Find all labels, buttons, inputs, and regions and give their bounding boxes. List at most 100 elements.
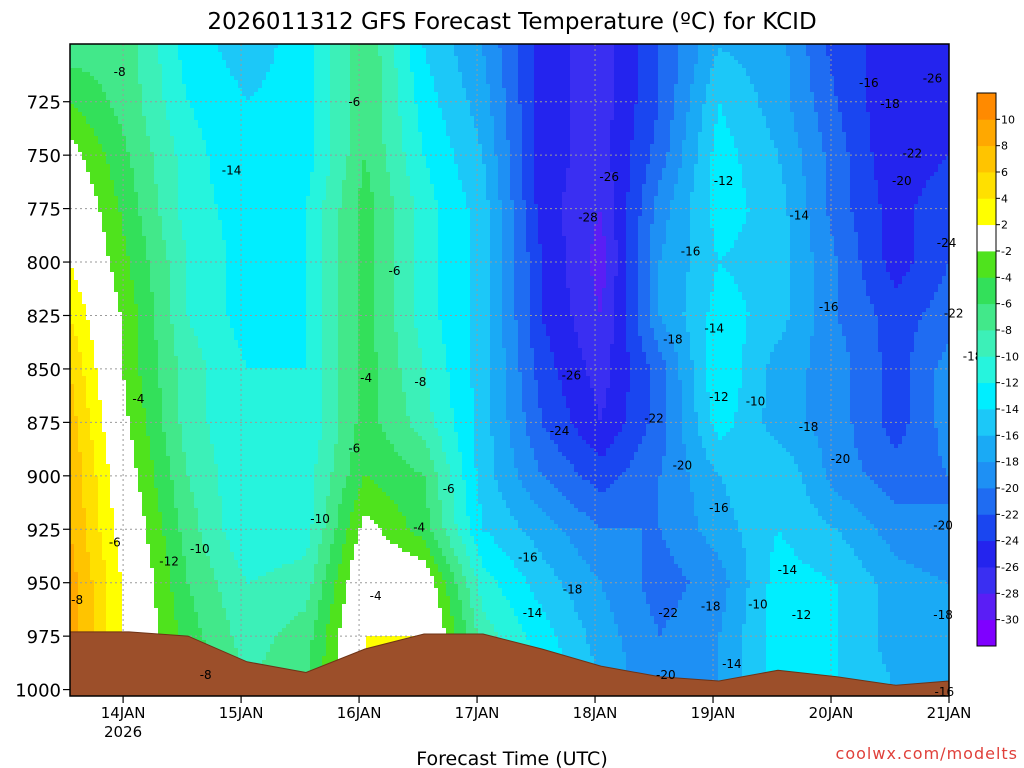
temperature-cell xyxy=(334,48,338,52)
temperature-cell xyxy=(242,84,246,88)
temperature-cell xyxy=(430,96,434,100)
temperature-cell xyxy=(718,88,722,92)
temperature-cell xyxy=(126,88,130,92)
temperature-cell xyxy=(158,72,162,76)
temperature-cell xyxy=(422,96,426,100)
temperature-cell xyxy=(434,96,438,100)
temperature-cell xyxy=(310,96,314,100)
temperature-cell xyxy=(278,68,282,72)
temperature-cell xyxy=(542,76,546,80)
temperature-cell xyxy=(514,76,518,80)
temperature-cell xyxy=(742,76,746,80)
temperature-cell xyxy=(306,96,310,100)
temperature-cell xyxy=(670,76,674,80)
temperature-cell xyxy=(726,56,730,60)
temperature-cell xyxy=(378,72,382,76)
temperature-cell xyxy=(742,68,746,72)
temperature-cell xyxy=(506,68,510,72)
temperature-cell xyxy=(638,52,642,56)
temperature-cell xyxy=(578,84,582,88)
temperature-cell xyxy=(570,88,574,92)
temperature-cell xyxy=(346,76,350,80)
temperature-cell xyxy=(466,92,470,96)
temperature-cell xyxy=(78,48,82,52)
temperature-cell xyxy=(602,48,606,52)
temperature-cell xyxy=(722,72,726,76)
temperature-cell xyxy=(282,52,286,56)
temperature-cell xyxy=(494,68,498,72)
temperature-cell xyxy=(154,84,158,88)
temperature-cell xyxy=(130,80,134,84)
temperature-cell xyxy=(790,96,794,100)
temperature-cell xyxy=(282,76,286,80)
temperature-cell xyxy=(926,60,930,64)
temperature-cell xyxy=(346,60,350,64)
temperature-cell xyxy=(814,96,818,100)
temperature-cell xyxy=(142,88,146,92)
temperature-cell xyxy=(882,92,886,96)
temperature-cell xyxy=(670,56,674,60)
temperature-cell xyxy=(890,68,894,72)
temperature-cell xyxy=(834,76,838,80)
temperature-cell xyxy=(214,84,218,88)
temperature-cell xyxy=(586,88,590,92)
temperature-cell xyxy=(698,68,702,72)
temperature-cell xyxy=(306,72,310,76)
temperature-cell xyxy=(890,88,894,92)
temperature-cell xyxy=(942,72,946,76)
temperature-cell xyxy=(326,64,330,68)
temperature-cell xyxy=(166,48,170,52)
temperature-cell xyxy=(430,56,434,60)
temperature-cell xyxy=(242,64,246,68)
temperature-cell xyxy=(870,96,874,100)
temperature-cell xyxy=(658,76,662,80)
temperature-cell xyxy=(258,76,262,80)
temperature-cell xyxy=(118,96,122,100)
temperature-cell xyxy=(394,56,398,60)
temperature-cell xyxy=(530,76,534,80)
temperature-cell xyxy=(526,80,530,84)
temperature-cell xyxy=(374,64,378,68)
temperature-cell xyxy=(326,88,330,92)
temperature-cell xyxy=(494,88,498,92)
temperature-cell xyxy=(554,56,558,60)
temperature-cell xyxy=(90,84,94,88)
temperature-cell xyxy=(334,72,338,76)
temperature-cell xyxy=(890,72,894,76)
temperature-cell xyxy=(274,92,278,96)
temperature-cell xyxy=(498,76,502,80)
temperature-cell xyxy=(322,92,326,96)
temperature-cell xyxy=(618,56,622,60)
temperature-cell xyxy=(510,88,514,92)
temperature-cell xyxy=(302,96,306,100)
temperature-cell xyxy=(718,84,722,88)
temperature-cell xyxy=(570,92,574,96)
temperature-cell xyxy=(214,52,218,56)
temperature-cell xyxy=(654,92,658,96)
temperature-cell xyxy=(454,92,458,96)
temperature-cell xyxy=(918,56,922,60)
temperature-cell xyxy=(106,92,110,96)
temperature-cell xyxy=(690,76,694,80)
temperature-cell xyxy=(298,52,302,56)
temperature-cell xyxy=(334,92,338,96)
temperature-cell xyxy=(842,56,846,60)
temperature-cell xyxy=(826,96,830,100)
temperature-cell xyxy=(742,84,746,88)
temperature-cell xyxy=(534,64,538,68)
temperature-cell xyxy=(266,92,270,96)
temperature-cell xyxy=(298,48,302,52)
temperature-cell xyxy=(698,48,702,52)
temperature-cell xyxy=(802,48,806,52)
temperature-cell xyxy=(198,56,202,60)
temperature-cell xyxy=(202,80,206,84)
temperature-cell xyxy=(354,48,358,52)
temperature-cell xyxy=(306,76,310,80)
temperature-cell xyxy=(914,80,918,84)
temperature-cell xyxy=(530,80,534,84)
temperature-cell xyxy=(826,84,830,88)
temperature-cell xyxy=(298,96,302,100)
temperature-cell xyxy=(798,92,802,96)
temperature-cell xyxy=(670,80,674,84)
temperature-cell xyxy=(586,60,590,64)
